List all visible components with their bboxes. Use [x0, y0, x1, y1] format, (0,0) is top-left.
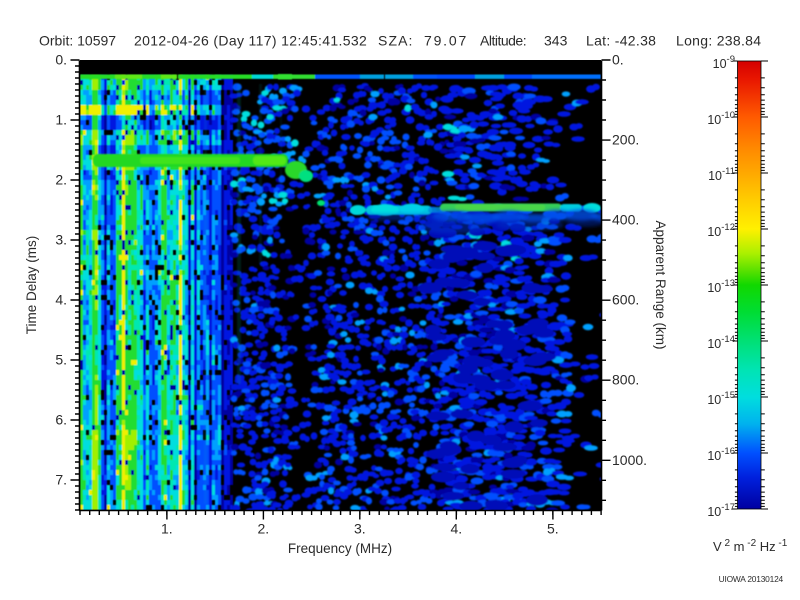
svg-text:6.: 6.	[55, 412, 67, 428]
svg-text:800.: 800.	[612, 372, 639, 388]
svg-text:Apparent Range (km): Apparent Range (km)	[653, 220, 668, 349]
svg-text:3.: 3.	[354, 521, 366, 537]
svg-text:2.: 2.	[55, 172, 67, 188]
svg-text:Time Delay (ms): Time Delay (ms)	[24, 236, 39, 335]
svg-text:0.: 0.	[55, 52, 67, 68]
svg-text:2012-04-26 (Day 117) 12:45:41.: 2012-04-26 (Day 117) 12:45:41.532	[134, 32, 367, 48]
svg-text:1.: 1.	[161, 521, 173, 537]
svg-text:1000.: 1000.	[612, 452, 647, 468]
svg-text:V 2 m -2 Hz -1: V 2 m -2 Hz -1	[713, 538, 788, 554]
svg-text:Long: 238.84: Long: 238.84	[676, 32, 761, 48]
svg-text:343: 343	[544, 32, 568, 48]
svg-text:0.: 0.	[612, 52, 624, 68]
svg-text:600.: 600.	[612, 292, 639, 308]
svg-text:Altitude:: Altitude:	[480, 32, 526, 48]
svg-text:4.: 4.	[451, 521, 463, 537]
svg-text:Frequency (MHz): Frequency (MHz)	[288, 541, 392, 556]
svg-text:200.: 200.	[612, 132, 639, 148]
svg-text:79.07: 79.07	[424, 32, 468, 48]
svg-text:Lat: -42.38: Lat: -42.38	[586, 32, 656, 48]
svg-text:7.: 7.	[55, 472, 67, 488]
svg-text:400.: 400.	[612, 212, 639, 228]
svg-text:5.: 5.	[55, 352, 67, 368]
svg-text:Orbit: 10597: Orbit: 10597	[39, 32, 116, 48]
svg-text:5.: 5.	[547, 521, 559, 537]
svg-text:SZA:: SZA:	[378, 32, 414, 48]
svg-text:3.: 3.	[55, 232, 67, 248]
svg-text:UIOWA 20130124: UIOWA 20130124	[719, 574, 784, 584]
svg-text:2.: 2.	[258, 521, 270, 537]
svg-text:4.: 4.	[55, 292, 67, 308]
svg-text:1.: 1.	[55, 112, 67, 128]
